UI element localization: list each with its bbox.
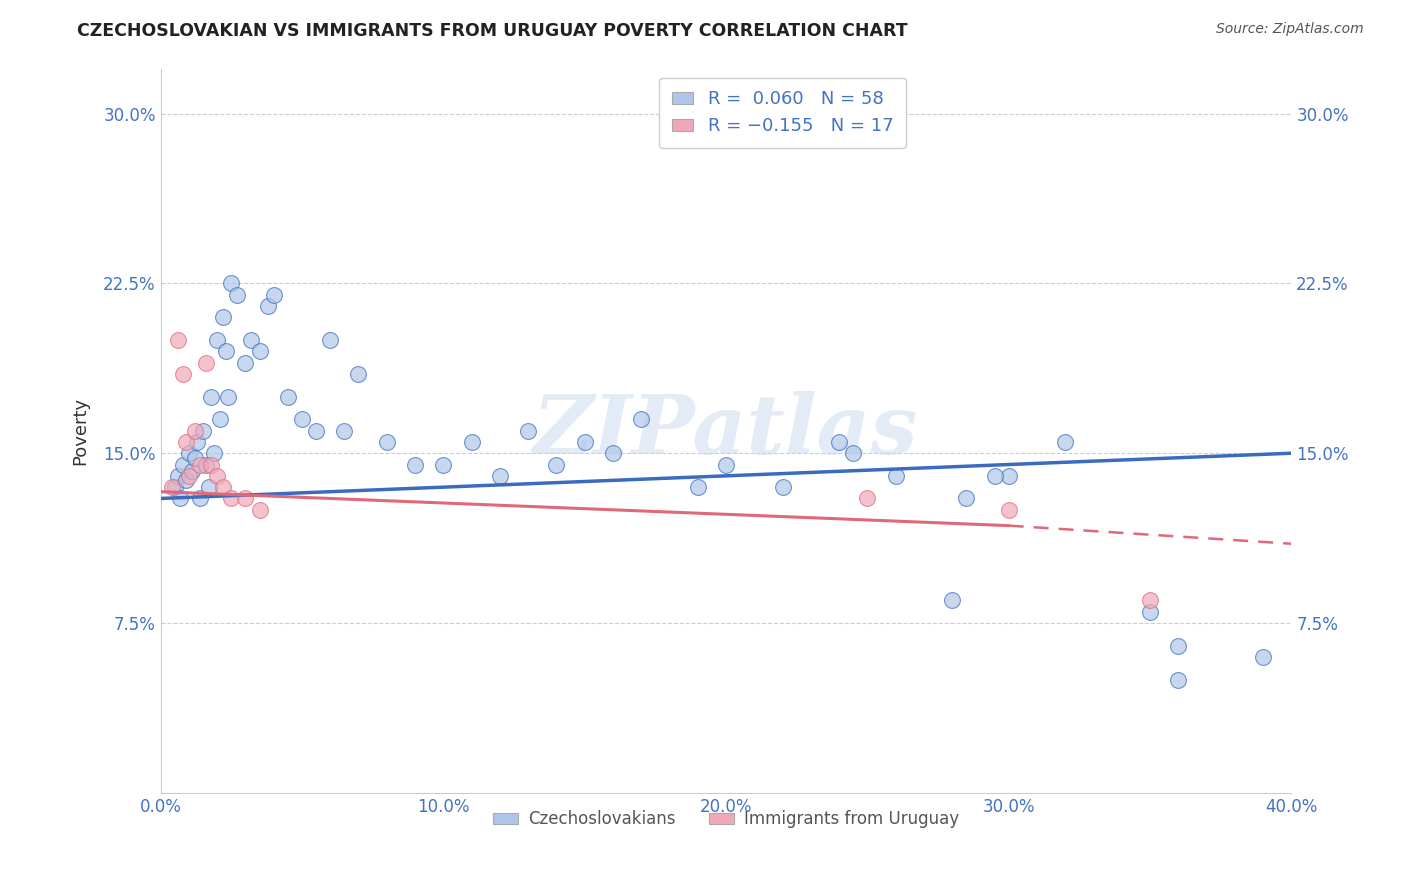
Point <box>166 468 188 483</box>
Point <box>177 446 200 460</box>
Point <box>546 458 568 472</box>
Point <box>305 424 328 438</box>
Point <box>842 446 865 460</box>
Point <box>188 491 211 506</box>
Point <box>1054 434 1077 449</box>
Point <box>333 424 356 438</box>
Point <box>208 412 231 426</box>
Point <box>174 434 197 449</box>
Point <box>249 344 271 359</box>
Point <box>404 458 426 472</box>
Point <box>1167 673 1189 687</box>
Text: CZECHOSLOVAKIAN VS IMMIGRANTS FROM URUGUAY POVERTY CORRELATION CHART: CZECHOSLOVAKIAN VS IMMIGRANTS FROM URUGU… <box>77 22 908 40</box>
Point <box>205 468 228 483</box>
Point <box>183 424 205 438</box>
Point <box>219 277 242 291</box>
Point <box>214 344 236 359</box>
Point <box>1139 593 1161 607</box>
Point <box>166 333 188 347</box>
Point <box>211 310 233 325</box>
Point <box>160 480 183 494</box>
Point <box>263 288 285 302</box>
Point <box>240 333 263 347</box>
Point <box>235 356 257 370</box>
Point <box>1251 649 1274 664</box>
Point <box>488 468 510 483</box>
Point <box>1167 639 1189 653</box>
Point <box>202 446 225 460</box>
Point <box>219 491 242 506</box>
Point <box>1139 605 1161 619</box>
Point <box>217 390 239 404</box>
Point <box>205 333 228 347</box>
Legend: Czechoslovakians, Immigrants from Uruguay: Czechoslovakians, Immigrants from Urugua… <box>486 804 966 835</box>
Point <box>257 299 280 313</box>
Point <box>291 412 314 426</box>
Point <box>172 367 194 381</box>
Point <box>186 434 208 449</box>
Point <box>163 480 186 494</box>
Point <box>714 458 737 472</box>
Point <box>174 474 197 488</box>
Point <box>188 458 211 472</box>
Point <box>997 468 1019 483</box>
Y-axis label: Poverty: Poverty <box>72 397 89 465</box>
Point <box>983 468 1005 483</box>
Point <box>277 390 299 404</box>
Point <box>319 333 342 347</box>
Point <box>347 367 370 381</box>
Point <box>180 464 202 478</box>
Point <box>828 434 851 449</box>
Point <box>172 458 194 472</box>
Point <box>226 288 249 302</box>
Point <box>169 491 191 506</box>
Point <box>955 491 977 506</box>
Point <box>997 503 1019 517</box>
Point <box>884 468 907 483</box>
Point <box>574 434 596 449</box>
Point <box>772 480 794 494</box>
Point <box>249 503 271 517</box>
Point <box>200 390 222 404</box>
Point <box>630 412 652 426</box>
Point <box>177 468 200 483</box>
Point <box>517 424 540 438</box>
Point <box>686 480 709 494</box>
Point <box>460 434 482 449</box>
Point <box>200 458 222 472</box>
Point <box>602 446 624 460</box>
Point <box>211 480 233 494</box>
Point <box>191 424 214 438</box>
Point <box>197 480 219 494</box>
Point <box>235 491 257 506</box>
Point <box>375 434 398 449</box>
Point <box>856 491 879 506</box>
Point <box>183 450 205 465</box>
Text: Source: ZipAtlas.com: Source: ZipAtlas.com <box>1216 22 1364 37</box>
Point <box>194 356 217 370</box>
Point <box>941 593 963 607</box>
Text: ZIPatlas: ZIPatlas <box>533 391 918 471</box>
Point <box>194 458 217 472</box>
Point <box>432 458 454 472</box>
